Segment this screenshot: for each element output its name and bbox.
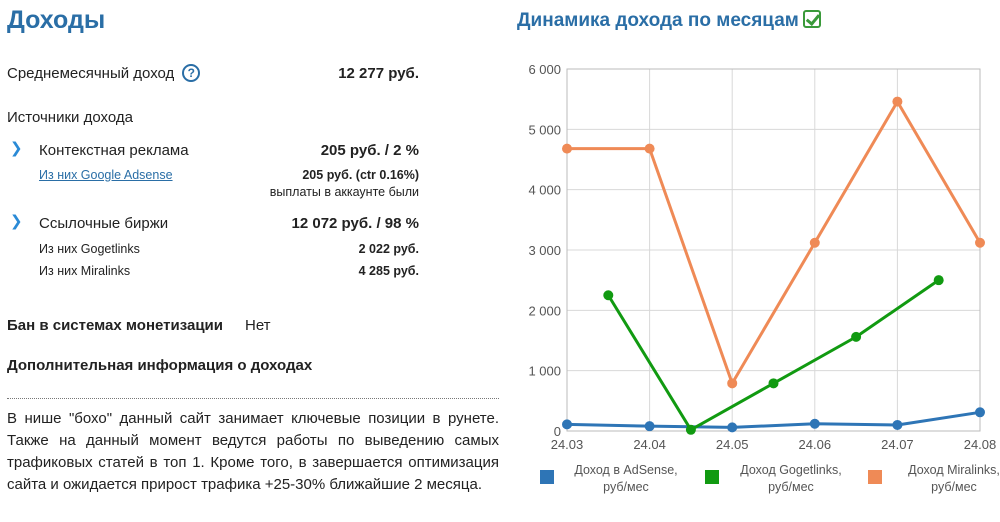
y-tick-label: 1 000: [528, 364, 561, 379]
sub-label: Из них Gogetlinks: [39, 242, 140, 256]
data-point: [933, 275, 944, 286]
sub-row-adsense: Из них Google Adsense 205 руб. (ctr 0.16…: [39, 168, 419, 182]
chevron-right-icon[interactable]: ❯: [10, 213, 23, 230]
income-panel: Доходы Среднемесячный доход? 12 277 руб.…: [7, 6, 499, 493]
x-tick-label: 24.04: [633, 437, 666, 452]
sub-value: 205 руб. (ctr 0.16%): [302, 168, 419, 182]
legend-label: Доход Miralinks,: [908, 463, 1000, 477]
data-point: [644, 143, 655, 154]
avg-income-value: 12 277 руб.: [338, 65, 419, 82]
series-line: [567, 100, 982, 385]
chart-title-row: Динамика дохода по месяцам: [517, 10, 821, 32]
x-tick-label: 24.06: [799, 437, 832, 452]
data-point: [685, 424, 696, 435]
data-point: [562, 419, 572, 430]
income-title: Доходы: [7, 6, 106, 34]
source-label: Ссылочные биржи: [39, 215, 169, 232]
ban-row: Бан в системах монетизации Нет: [7, 317, 271, 334]
additional-info-text: В нише "бохо" данный сайт занимает ключе…: [7, 410, 499, 493]
data-point: [892, 419, 903, 430]
y-tick-label: 2 000: [528, 303, 561, 318]
chart-panel: Динамика дохода по месяцам 0 1 000 2 000 3 …: [500, 0, 1000, 522]
avg-income-label: Среднемесячный доход: [7, 65, 175, 82]
legend-label: Доход в AdSense,: [574, 463, 677, 477]
chevron-right-icon[interactable]: ❯: [10, 140, 23, 157]
sources-label: Источники дохода: [7, 109, 133, 126]
help-icon[interactable]: ?: [182, 64, 201, 82]
data-point: [727, 378, 738, 389]
divider: [7, 398, 499, 399]
ban-value: Нет: [244, 317, 271, 334]
legend-label: руб/мес: [931, 480, 977, 494]
legend-label: Доход Gogetlinks,: [740, 463, 842, 477]
chart-title: Динамика дохода по месяцам: [517, 10, 799, 31]
y-tick-label: 3 000: [528, 243, 561, 258]
y-tick-label: 0: [554, 424, 561, 439]
data-point: [809, 237, 820, 248]
series-line: [566, 410, 981, 429]
legend-label: руб/мес: [603, 480, 649, 494]
ban-label: Бан в системах монетизации: [7, 317, 223, 334]
source-value: 12 072 руб. / 98 %: [291, 215, 419, 232]
legend-swatch: [868, 470, 882, 484]
checkbox-icon[interactable]: [802, 10, 821, 28]
source-row-context-ads: Контекстная реклама 205 руб. / 2 %: [39, 142, 419, 159]
avg-income-row: Среднемесячный доход? 12 277 руб.: [7, 64, 419, 82]
source-row-link-exchanges: Ссылочные биржи 12 072 руб. / 98 %: [39, 215, 419, 232]
x-tick-label: 24.03: [551, 437, 584, 452]
y-tick-label: 6 000: [528, 62, 561, 77]
sub-label: Из них Miralinks: [39, 264, 131, 278]
sub-row-miralinks: Из них Miralinks 4 285 руб.: [39, 264, 419, 278]
legend-swatch: [705, 470, 719, 484]
sub-value: 2 022 руб.: [358, 242, 419, 256]
additional-info-heading: Дополнительная информация о доходах: [7, 357, 313, 374]
data-point: [768, 378, 779, 389]
income-line-chart: 0 1 000 2 000 3 000 4 000 5 000 6 000 24.03 24.0…: [528, 62, 1000, 494]
data-point: [975, 407, 985, 418]
legend-label: руб/мес: [768, 480, 814, 494]
data-point: [562, 143, 572, 154]
data-point: [809, 418, 820, 429]
source-value: 205 руб. / 2 %: [320, 142, 419, 159]
x-tick-label: 24.08: [964, 437, 997, 452]
sub-row-gogetlinks: Из них Gogetlinks 2 022 руб.: [39, 242, 419, 256]
y-tick-label: 5 000: [528, 122, 561, 137]
legend-swatch: [540, 470, 554, 484]
adsense-note: выплаты в аккаунте были: [269, 185, 419, 199]
x-tick-label: 24.05: [716, 437, 749, 452]
sub-value: 4 285 руб.: [358, 264, 419, 278]
y-tick-label: 4 000: [528, 183, 561, 198]
data-point: [851, 331, 862, 342]
series-line: [607, 278, 940, 432]
x-tick-label: 24.07: [881, 437, 914, 452]
source-label: Контекстная реклама: [39, 142, 189, 159]
data-point: [603, 290, 614, 301]
data-point: [892, 96, 903, 107]
data-point: [644, 421, 655, 432]
data-point: [727, 422, 738, 433]
adsense-link[interactable]: Из них Google Adsense: [39, 168, 173, 182]
plot-area: [566, 68, 981, 432]
data-point: [975, 237, 985, 248]
